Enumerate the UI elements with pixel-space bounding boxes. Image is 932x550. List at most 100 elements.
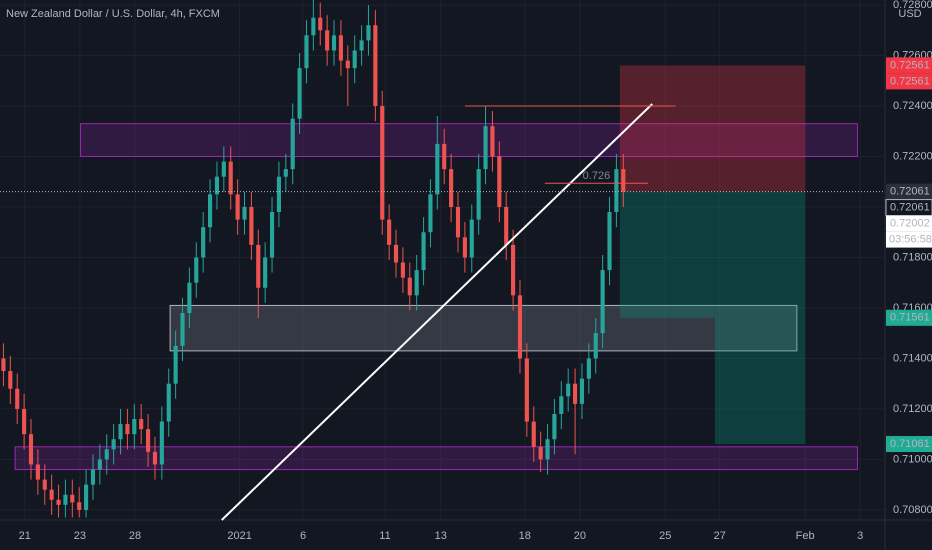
candle-body [462,237,467,258]
countdown: 03:56:58 [889,233,932,245]
chart-title: New Zealand Dollar / U.S. Dollar, 4h, FX… [6,8,220,20]
candle-body [504,206,509,245]
x-tick-label: 18 [519,530,531,542]
candle-body [15,388,20,409]
candle-body [366,25,371,41]
price-tag-label: 0.72061 [890,201,930,213]
candle-body [35,464,40,480]
candle-body [380,106,385,220]
x-tick-label: Feb [796,530,815,542]
price-tag-label: 0.71561 [890,312,930,324]
candle-body [256,244,261,288]
candle-body [476,169,481,220]
x-tick-label: 27 [714,530,726,542]
candle-body [152,451,158,465]
candle-body [407,277,412,296]
candle-body [614,169,619,213]
candle-body [573,383,578,404]
candle-body [435,143,440,195]
candle-body [290,118,295,170]
candle-body [118,424,123,440]
candle-body [1,358,6,372]
candle-body [125,424,130,435]
currency: USD [898,8,921,20]
candle-body [201,227,206,258]
x-tick-label: 2021 [227,530,251,542]
candle-body [42,479,47,490]
x-tick-label: 28 [129,530,141,542]
zone [80,123,858,158]
x-tick-label: 25 [659,530,671,542]
candle-body [338,35,343,61]
candle-body [393,244,399,263]
candle-body [77,502,82,510]
candle-body [187,282,192,314]
price-tag [886,73,932,90]
candle-body [511,244,516,296]
zone [14,446,858,471]
candle-body [276,176,281,213]
price-tag-label: 0.72561 [890,75,930,87]
trendline [221,103,653,521]
candle-body [373,25,378,107]
y-tick-label: 0.72800 [893,0,932,11]
candle-body [28,434,34,465]
plot: 0.726 [0,0,885,521]
x-tick-label: 6 [300,530,306,542]
candle-body [531,421,536,447]
candle-body [84,484,89,510]
price-tag [886,183,932,200]
candle-body [442,143,447,170]
price-tag-label: 0.72561 [890,59,930,71]
y-tick-label: 0.70800 [893,504,932,516]
price-tag [886,309,932,326]
candle-body [63,494,68,505]
candle-body [146,429,151,452]
price-tag-label: 0.72002 [890,217,930,229]
candle-body [214,176,220,195]
x-tick-label: 11 [379,530,390,542]
candle-body [166,383,171,422]
candle-body [207,194,213,228]
price-tag-label: 0.72061 [890,185,930,197]
candle-body [421,232,426,271]
candle-body [579,378,585,404]
candle-body [221,161,226,177]
candle-body [173,345,178,384]
candle-body [249,206,254,245]
candle-body [228,161,233,195]
candle-body [49,489,54,500]
x-tick-label: 3 [857,530,863,542]
candle-body [235,194,240,220]
candle-body [469,219,474,258]
y-tick-label: 0.71000 [893,453,932,465]
price-tag [886,57,932,74]
candle-body [8,371,13,389]
candle-body [132,419,137,435]
candle-body [180,313,185,346]
candle-body [483,126,488,170]
candle-body [607,212,612,271]
candle-body [387,219,392,245]
y-tick-label: 0.72200 [893,150,932,162]
line-label: 0.726 [583,170,611,182]
candle-body [159,421,164,465]
candle-body [263,257,268,288]
candle-body [414,270,419,296]
target-zone-near [619,191,715,318]
price-tag [886,436,932,453]
candle-body [311,17,316,36]
candle-body [449,169,454,207]
candle-body [497,156,502,207]
candle-body [22,408,27,435]
candle-body [139,419,144,430]
candle-body [586,358,591,379]
candle-body [559,396,564,414]
candle-body [352,50,357,69]
candle-body [297,68,302,119]
candle-body [428,194,433,233]
candle-body [90,469,96,485]
candle-body [400,262,405,278]
candle-body [70,494,75,503]
